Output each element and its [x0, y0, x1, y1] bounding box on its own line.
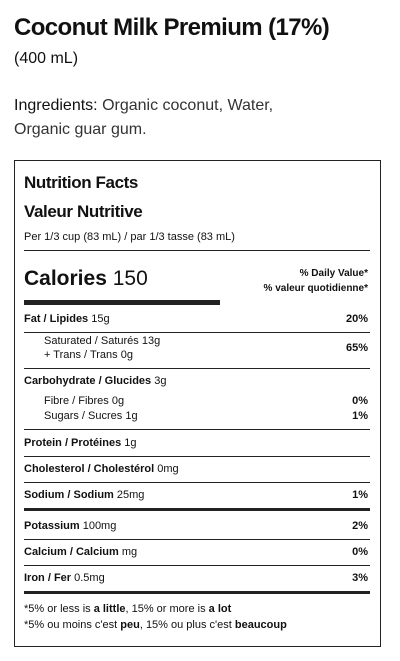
saturated-row: Saturated / Saturés 13g	[44, 335, 160, 347]
divider	[24, 482, 370, 483]
daily-value: 65%	[345, 342, 368, 354]
divider	[24, 565, 370, 566]
nutrient-amount: 0.5mg	[74, 572, 105, 584]
footnote-part: a lot	[208, 603, 232, 615]
nutrient-amount: mg	[121, 546, 138, 558]
divider	[24, 332, 370, 333]
nutrient-amount: 0mg	[157, 463, 179, 475]
daily-value: 0%	[352, 546, 368, 558]
sodium-row: Sodium / Sodium 25mg	[24, 489, 144, 501]
daily-value: 3%	[352, 572, 368, 584]
nutrient-label: Protein / Protéines	[24, 437, 122, 449]
nutrient-label: Potassium	[24, 520, 80, 532]
nutrient-amount: 13g	[141, 335, 161, 347]
nutrient-label: Sugars / Sucres	[44, 410, 123, 422]
daily-value: 20%	[345, 313, 368, 325]
fibre-row: Fibre / Fibres 0g	[44, 395, 124, 407]
ingredients-label: Ingredients:	[14, 97, 98, 114]
nutrient-amount: 100mg	[82, 520, 117, 532]
product-title: Coconut Milk Premium (17%)	[14, 14, 330, 41]
trans-row: + Trans / Trans 0g	[44, 349, 133, 361]
calories-value: 150	[112, 267, 148, 290]
daily-value: 0%	[352, 395, 368, 407]
calories-bar	[24, 300, 220, 305]
fat-row: Fat / Lipides 15g	[24, 313, 110, 325]
daily-value: 1%	[352, 410, 368, 422]
nutrient-amount: 0g	[111, 395, 125, 407]
divider	[24, 456, 370, 457]
divider-thick	[24, 508, 370, 511]
nutrient-amount: 1g	[125, 410, 138, 422]
footnote-line: *5% or less is a little, 15% or more is …	[24, 603, 231, 615]
cholesterol-row: Cholesterol / Cholestérol 0mg	[24, 463, 179, 475]
footnote-part: a little	[93, 603, 126, 615]
ingredients: Ingredients: Organic coconut, Water, Org…	[14, 94, 314, 142]
footnote-part: , 15% ou plus c'est	[139, 619, 235, 631]
divider	[24, 539, 370, 540]
panel-title-en: Nutrition Facts	[24, 173, 138, 192]
footnote-part: *5% or less is	[24, 603, 94, 615]
nutrient-label: Saturated / Saturés	[44, 335, 139, 347]
nutrient-amount: 15g	[91, 313, 110, 325]
calories-label: Calories	[24, 267, 107, 290]
footnote-part: peu	[120, 619, 140, 631]
daily-value: 1%	[352, 489, 368, 501]
nutrient-label: Fat / Lipides	[24, 313, 89, 325]
serving-size: Per 1/3 cup (83 mL) / par 1/3 tasse (83 …	[24, 231, 235, 243]
nutrient-amount: 3g	[154, 375, 167, 387]
footnote-part: *5% ou moins c'est	[24, 619, 121, 631]
daily-value: 2%	[352, 520, 368, 532]
nutrient-label: Carbohydrate / Glucides	[24, 375, 152, 387]
nutrient-amount: 1g	[124, 437, 137, 449]
nutrient-label: Iron / Fer	[24, 572, 72, 584]
footnote-part: beaucoup	[234, 619, 287, 631]
nutrient-amount: 25mg	[116, 489, 145, 501]
nutrient-label: Sodium / Sodium	[24, 489, 114, 501]
nutrient-label: Calcium / Calcium	[24, 546, 119, 558]
calcium-row: Calcium / Calcium mg	[24, 546, 137, 558]
iron-row: Iron / Fer 0.5mg	[24, 572, 105, 584]
footnote-part: , 15% or more is	[125, 603, 209, 615]
dv-header-fr: % valeur quotidienne*	[263, 283, 368, 294]
divider	[24, 429, 370, 430]
footnote-line: *5% ou moins c'est peu, 15% ou plus c'es…	[24, 619, 287, 631]
panel-title-fr: Valeur Nutritive	[24, 202, 143, 221]
protein-row: Protein / Protéines 1g	[24, 437, 137, 449]
product-size: (400 mL)	[14, 50, 79, 67]
sugars-row: Sugars / Sucres 1g	[44, 410, 138, 422]
calories: Calories 150	[24, 267, 148, 291]
nutrient-label: Cholesterol / Cholestérol	[24, 463, 155, 475]
ingredients-text: Organic coconut, Water, Organic guar gum…	[14, 97, 274, 138]
dv-header-en: % Daily Value*	[299, 268, 368, 279]
nutrient-amount: 0g	[120, 349, 133, 361]
divider	[24, 250, 370, 251]
nutrient-label: Fibre / Fibres	[44, 395, 109, 407]
divider	[24, 368, 370, 369]
divider-thick	[24, 591, 370, 594]
nutrient-label: + Trans / Trans	[44, 349, 118, 361]
carbohydrate-row: Carbohydrate / Glucides 3g	[24, 375, 166, 387]
potassium-row: Potassium 100mg	[24, 520, 116, 532]
nutrition-panel	[14, 160, 381, 647]
